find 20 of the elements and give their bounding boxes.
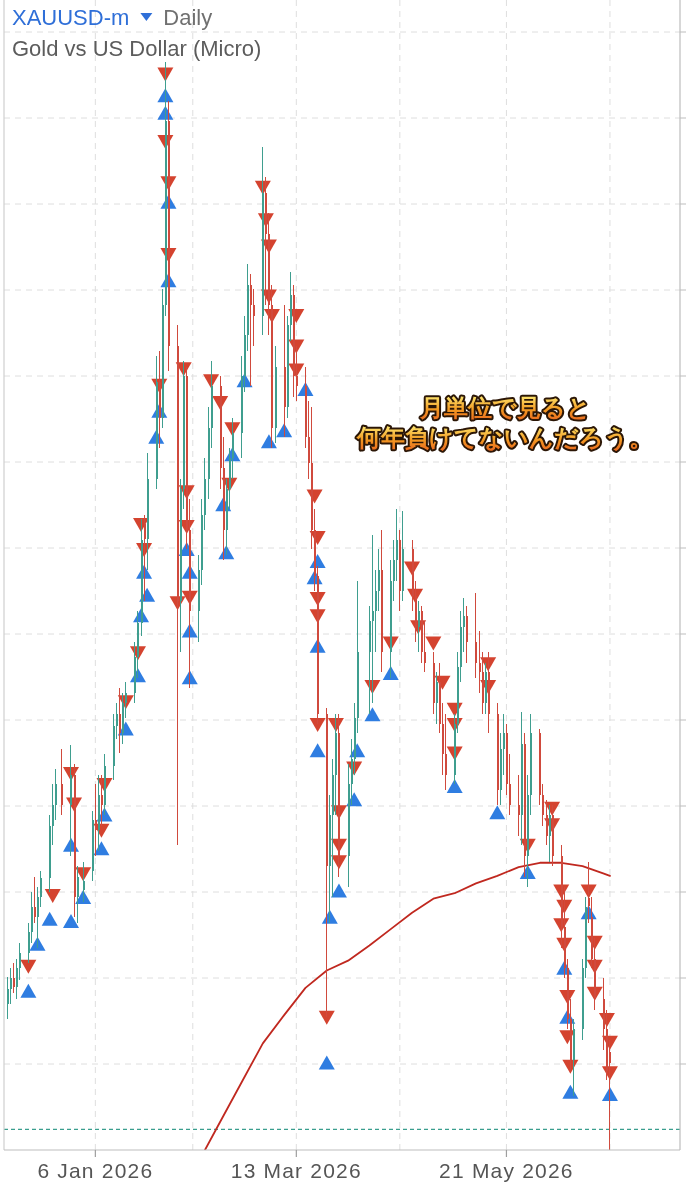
point bbox=[20, 983, 37, 998]
text: Daily bbox=[163, 5, 213, 30]
point bbox=[489, 805, 506, 820]
point bbox=[562, 1084, 579, 1099]
annotation: 月単位で見ると bbox=[418, 394, 591, 422]
point bbox=[41, 911, 58, 926]
chart-subtitle: Gold vs US Dollar (Micro) bbox=[12, 36, 262, 61]
point bbox=[29, 936, 46, 951]
point bbox=[364, 707, 381, 722]
point bbox=[318, 1055, 335, 1070]
point bbox=[62, 914, 79, 929]
chart-title: XAUUSD-m bbox=[12, 5, 130, 30]
point bbox=[309, 743, 326, 758]
x-tick-label: 6 Jan 2026 bbox=[37, 1159, 154, 1182]
x-tick-label: 21 May 2026 bbox=[439, 1159, 574, 1182]
x-tick-label: 13 Mar 2026 bbox=[230, 1159, 362, 1182]
annotation: 何年負けてないんだろう。 bbox=[356, 424, 653, 452]
candlestick bbox=[95, 784, 97, 857]
point bbox=[446, 779, 463, 794]
point bbox=[330, 883, 347, 898]
